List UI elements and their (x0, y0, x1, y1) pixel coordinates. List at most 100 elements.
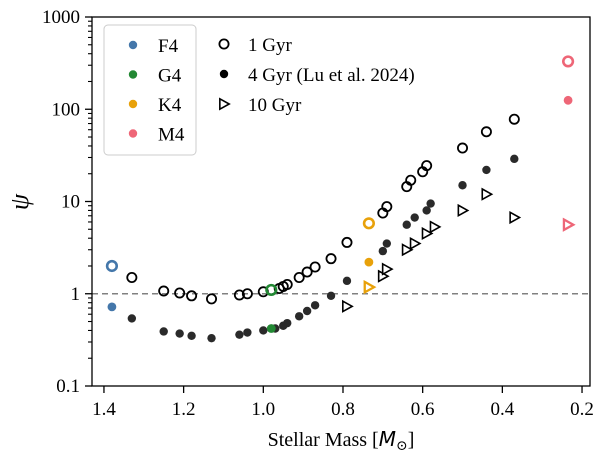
y-tick-label: 1 (71, 284, 81, 305)
data-point (481, 187, 494, 201)
data-point (325, 253, 337, 265)
legend-label-m4: M4 (158, 125, 185, 146)
data-point (294, 312, 304, 321)
legend-stars: F4 G4 K4 M4 (103, 24, 197, 156)
y-tick-label: 100 (52, 99, 81, 120)
data-point (302, 306, 312, 316)
highlighted-star-g4 (265, 283, 278, 333)
x-tick-label: 1.4 (92, 399, 116, 420)
data-point (283, 318, 292, 328)
highlighted-point-4gyr (107, 302, 117, 312)
data-points-layer (105, 55, 576, 343)
data-point (510, 154, 519, 164)
legend-age-entry: 10 Gyr (219, 95, 302, 116)
data-point (421, 160, 433, 172)
legend-entry-k4: K4 (128, 95, 182, 116)
legend-marker-g4 (128, 70, 138, 79)
highlighted-point-4gyr (266, 324, 276, 333)
data-point (259, 326, 268, 335)
data-point (341, 236, 353, 248)
data-point (310, 301, 320, 310)
data-point (482, 165, 491, 175)
legend-marker-m4 (128, 129, 138, 138)
data-point (405, 174, 417, 186)
axes-layer: 1.4 1.2 1.0 0.8 0.6 0.4 0.2 0.1 1 10 100 1000 (42, 7, 594, 420)
data-point (342, 276, 352, 286)
data-point (233, 289, 245, 301)
data-point (309, 261, 321, 273)
data-point (458, 181, 467, 190)
data-point (207, 333, 216, 343)
legend-age-entry: 4 Gyr (Lu et al. 2024) (219, 65, 415, 86)
legend-age-marker (219, 97, 231, 111)
x-axis-label-close: ] (408, 429, 415, 451)
legend-marker-k4 (128, 99, 138, 109)
x-tick-label: 0.4 (490, 399, 514, 420)
x-axis-label: Stellar Mass [M⊙] (268, 427, 415, 454)
highlighted-point-1gyr (265, 283, 278, 297)
y-tick-label: 1000 (42, 7, 80, 28)
data-point (378, 246, 388, 256)
data-point (401, 243, 414, 257)
data-point (243, 328, 252, 337)
x-tick-label: 1.0 (251, 399, 275, 420)
legend-label-f4: F4 (158, 36, 179, 57)
data-point (457, 142, 469, 154)
data-point (301, 266, 313, 278)
legend-marker-f4 (128, 40, 138, 50)
data-point (186, 290, 198, 302)
data-point (429, 220, 442, 234)
x-axis-label-symbol: M (379, 427, 396, 451)
highlighted-point-4gyr (563, 95, 573, 105)
legend-entry-f4: F4 (128, 36, 179, 57)
legend-stars-frame (103, 24, 197, 156)
data-point (508, 113, 520, 125)
data-point (421, 226, 434, 241)
data-point (126, 272, 138, 284)
highlighted-point-4gyr (364, 257, 374, 267)
legend-age-entry: 1 Gyr (218, 35, 292, 56)
data-point (381, 262, 394, 276)
data-point (426, 199, 435, 208)
data-point (342, 299, 354, 313)
data-point (127, 314, 137, 323)
legend-age-label: 10 Gyr (248, 95, 302, 116)
legend-age-label: 1 Gyr (248, 35, 292, 56)
legend-label-g4: G4 (158, 66, 182, 87)
highlighted-point-10gyr (363, 279, 377, 295)
highlighted-point-1gyr (362, 217, 375, 230)
data-point (175, 329, 184, 338)
data-point (235, 330, 244, 339)
highlighted-star-m4 (561, 55, 576, 232)
legend-age-marker (218, 38, 230, 50)
x-tick-label: 0.6 (411, 399, 435, 420)
data-point (410, 213, 419, 222)
highlighted-point-1gyr (561, 55, 575, 68)
y-tick-label: 0.1 (56, 376, 80, 397)
series-4-gyr-lu-et-al-2024- (127, 154, 519, 343)
data-point (422, 206, 431, 215)
data-point (382, 239, 392, 248)
data-point (293, 272, 305, 284)
x-tick-label: 0.8 (331, 399, 355, 420)
x-tick-label: 0.2 (570, 399, 594, 420)
data-point (326, 291, 336, 301)
highlighted-point-1gyr (105, 259, 119, 273)
legend-entry-g4: G4 (128, 66, 182, 87)
data-point (158, 285, 170, 297)
data-point (381, 201, 393, 213)
data-point (409, 237, 422, 251)
highlighted-star-f4 (105, 259, 119, 312)
legend-age-label: 4 Gyr (Lu et al. 2024) (248, 65, 415, 86)
highlighted-star-k4 (362, 217, 377, 295)
legend-label-k4: K4 (158, 95, 182, 116)
highlighted-point-10gyr (562, 217, 576, 232)
data-point (159, 327, 168, 336)
data-point (206, 293, 218, 305)
legend-entry-m4: M4 (128, 125, 185, 146)
x-axis-label-subscript: ⊙ (396, 439, 408, 454)
data-point (457, 203, 470, 217)
legend-ages: 1 Gyr 4 Gyr (Lu et al. 2024) 10 Gyr (218, 35, 415, 116)
data-point (187, 331, 196, 341)
data-point (174, 287, 186, 299)
